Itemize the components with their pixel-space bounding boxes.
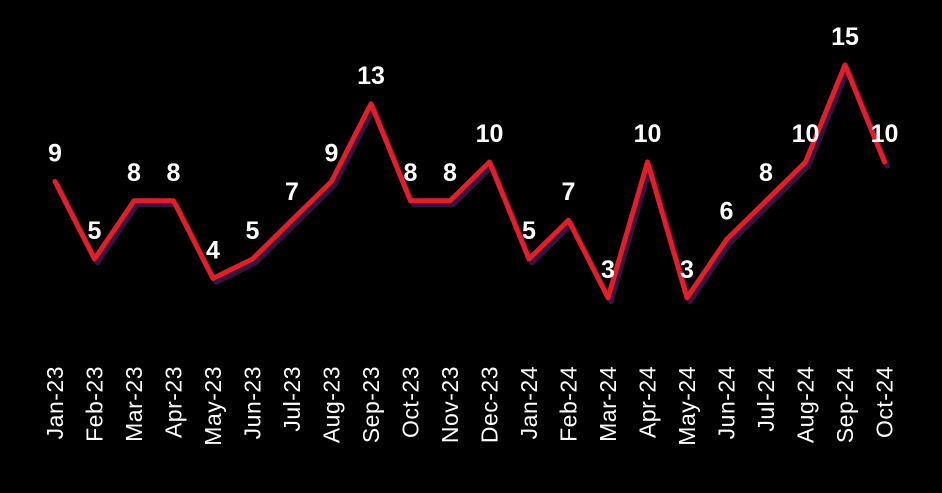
x-axis-label: May-24 [674,366,700,446]
x-axis-label: Aug-24 [793,366,819,443]
value-label: 8 [404,159,418,187]
x-axis-label: Sep-23 [358,366,384,443]
x-axis-label: Feb-23 [82,366,108,442]
value-label: 3 [680,256,694,284]
value-label: 8 [759,159,773,187]
x-axis-label: Jul-23 [279,366,305,432]
x-axis-label: May-23 [200,366,226,446]
x-axis-labels: Jan-23 Feb-23 Mar-23 Apr-23 May-23 Jun-23 Jul-… [42,366,898,446]
x-axis-label: Aug-23 [319,366,345,443]
value-label: 6 [720,198,734,226]
value-label: 9 [48,139,62,167]
value-label: 3 [601,256,615,284]
x-axis-label: Mar-23 [121,366,147,442]
x-axis-label: Mar-24 [595,366,621,442]
value-label: 15 [831,23,859,51]
value-label: 8 [443,159,457,187]
value-label: 7 [562,178,576,206]
value-label: 5 [246,217,260,245]
value-label: 13 [357,62,385,90]
chart-line-layer [52,62,887,301]
series-line [52,62,887,301]
value-label: 9 [325,139,339,167]
x-axis-label: Jan-23 [42,366,68,439]
value-label: 10 [476,120,504,148]
x-axis-label: Jan-24 [516,366,542,439]
value-label: 8 [127,159,141,187]
value-label: 5 [522,217,536,245]
value-label: 4 [206,236,220,264]
x-axis-label: Nov-23 [437,366,463,443]
x-axis-label: Jul-24 [753,366,779,432]
value-label: 10 [871,120,899,148]
value-label: 7 [285,178,299,206]
x-axis-label: Oct-23 [398,366,424,438]
x-axis-label: Jun-23 [240,366,266,439]
x-axis-label: Apr-23 [161,366,187,438]
value-label: 5 [88,217,102,245]
x-axis-label: Jun-24 [714,366,740,439]
value-label: 10 [634,120,662,148]
value-label: 8 [167,159,181,187]
x-axis-label: Sep-24 [832,366,858,443]
x-axis-label: Feb-24 [556,366,582,442]
value-label: 10 [792,120,820,148]
x-axis-label: Oct-24 [872,366,898,438]
x-axis-label: Dec-23 [477,366,503,443]
x-axis-label: Apr-24 [635,366,661,438]
